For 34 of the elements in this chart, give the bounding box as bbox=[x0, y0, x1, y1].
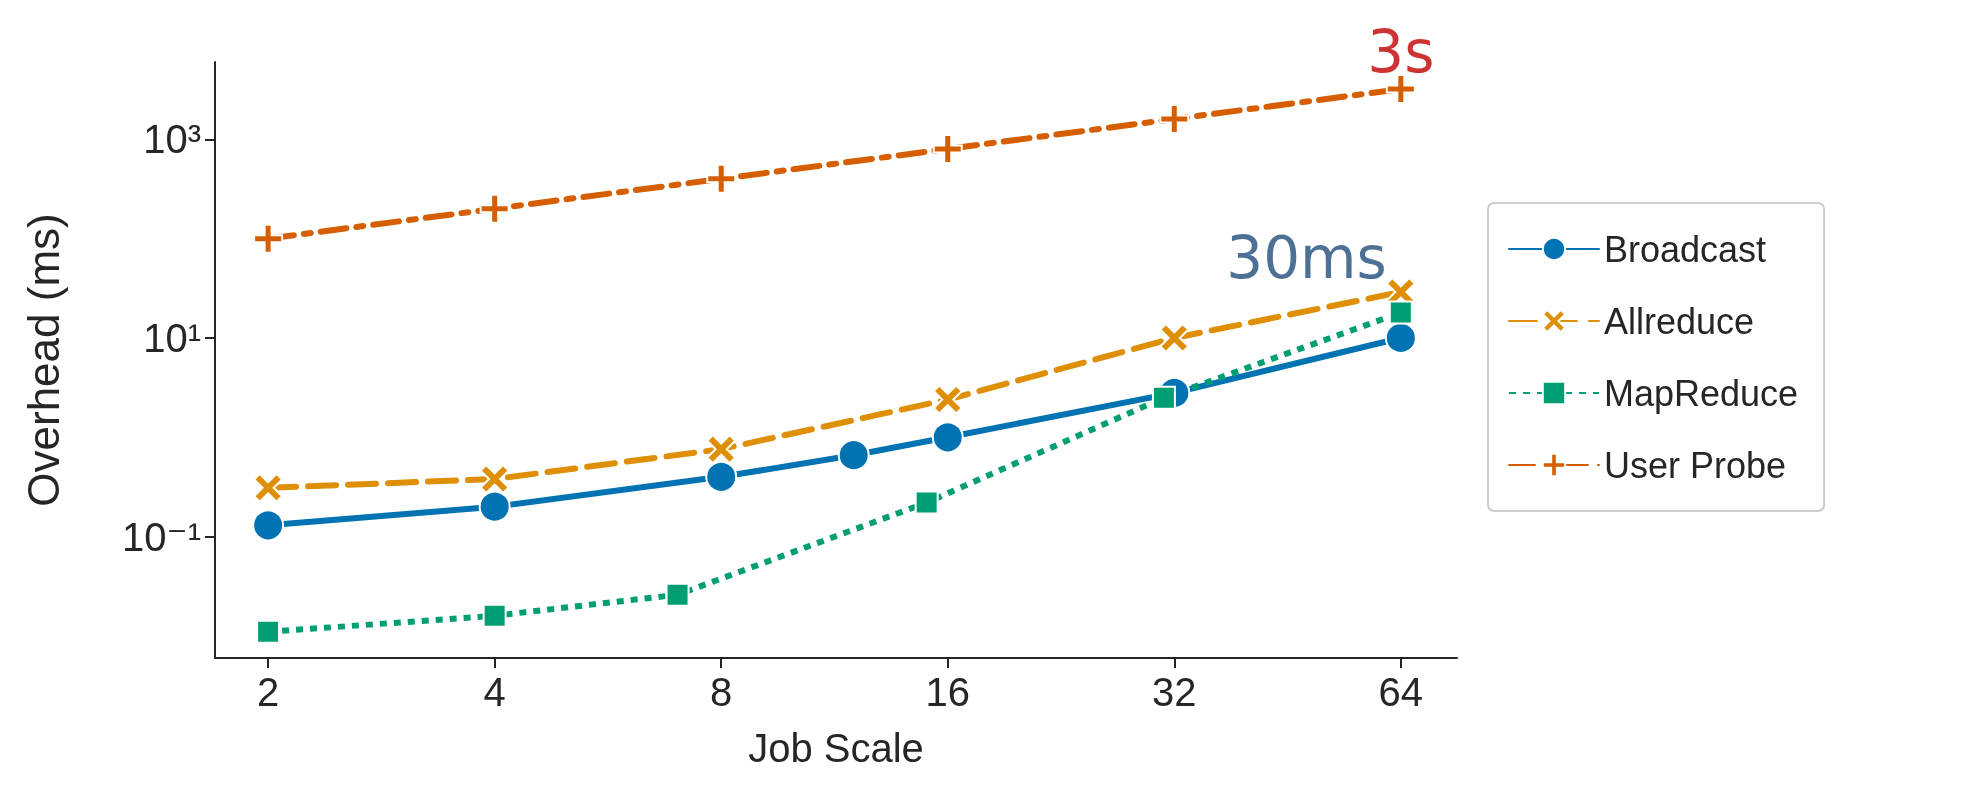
point bbox=[932, 384, 963, 415]
point bbox=[253, 223, 284, 254]
point bbox=[705, 460, 738, 493]
legend-label: Broadcast bbox=[1604, 228, 1767, 270]
annotation: 3s bbox=[1367, 18, 1435, 87]
y-axis-title: Overhead (ms) bbox=[18, 213, 68, 507]
point bbox=[1385, 74, 1416, 105]
point bbox=[706, 434, 737, 465]
point bbox=[1159, 104, 1190, 135]
x-tick-label: 8 bbox=[710, 670, 733, 714]
x-tick-label: 16 bbox=[925, 670, 970, 714]
x-tick-label: 2 bbox=[256, 670, 280, 714]
point bbox=[256, 619, 281, 644]
legend-label: Allreduce bbox=[1604, 300, 1755, 342]
y-tick-label: 10¹ bbox=[143, 315, 201, 360]
point bbox=[706, 163, 737, 194]
point bbox=[253, 472, 284, 503]
point bbox=[482, 603, 507, 628]
x-tick-label: 4 bbox=[483, 670, 506, 714]
y-tick-label: 10³ bbox=[143, 117, 201, 162]
legend-label: User Probe bbox=[1604, 444, 1787, 486]
point bbox=[479, 464, 510, 495]
point bbox=[479, 193, 510, 224]
legend-label: MapReduce bbox=[1604, 372, 1799, 414]
point bbox=[252, 509, 285, 542]
y-tick-label: 10⁻¹ bbox=[122, 514, 201, 559]
point bbox=[478, 490, 511, 523]
point bbox=[1159, 322, 1190, 353]
annotation: 30ms bbox=[1226, 224, 1387, 293]
x-tick-label: 64 bbox=[1378, 670, 1424, 714]
point bbox=[932, 133, 963, 164]
x-tick-label: 32 bbox=[1152, 670, 1197, 714]
point bbox=[1388, 300, 1413, 325]
x-axis-title: Job Scale bbox=[748, 726, 924, 770]
